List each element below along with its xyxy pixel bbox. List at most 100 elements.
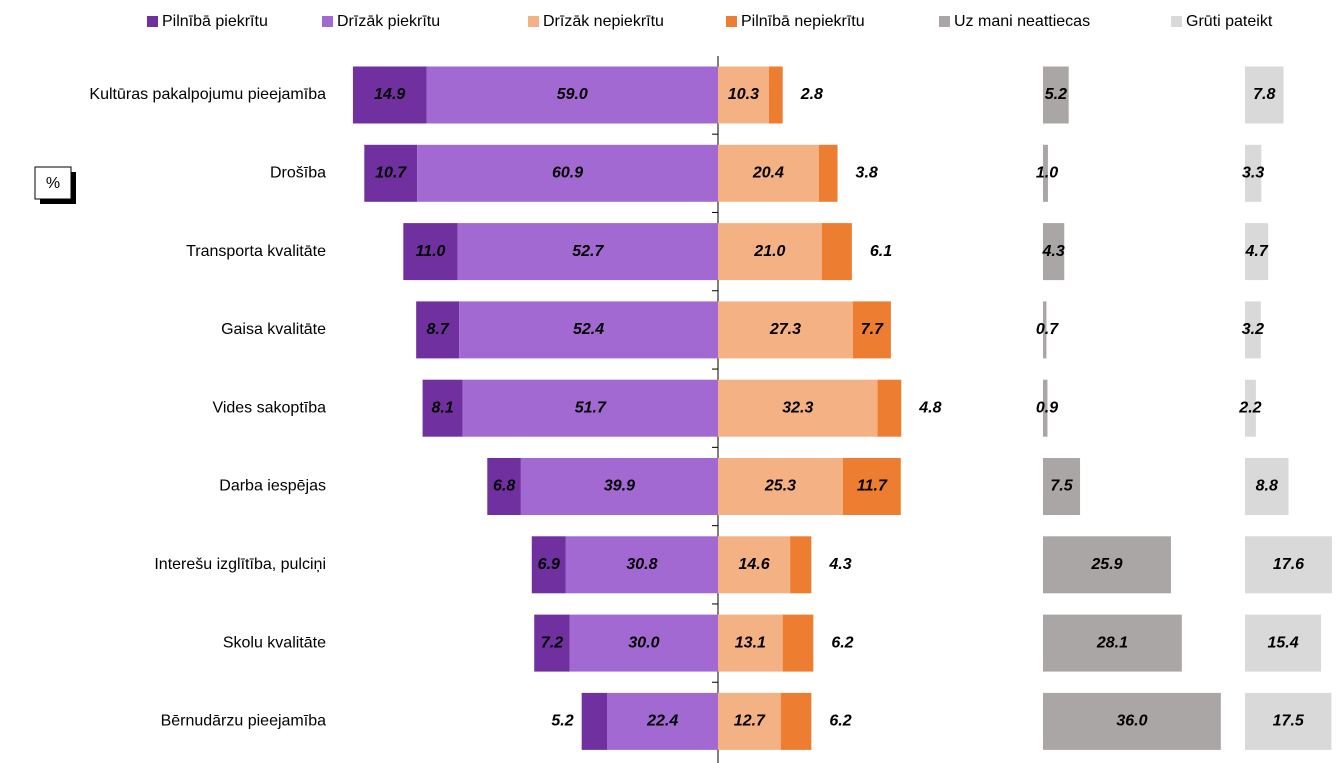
value-label: 8.7 <box>427 321 450 338</box>
value-label: 25.9 <box>1090 556 1122 573</box>
value-label: 51.7 <box>575 399 607 416</box>
bar <box>565 536 718 594</box>
category-label: Interešu izglītība, pulciņi <box>154 556 326 573</box>
bar <box>1245 66 1284 124</box>
value-label: 6.2 <box>829 713 851 730</box>
bar <box>768 66 783 124</box>
category-label: Vides sakoptība <box>212 399 326 416</box>
value-label: 14.9 <box>374 86 405 103</box>
bar <box>1043 536 1171 594</box>
bar <box>531 536 566 594</box>
bar <box>581 692 608 750</box>
bar <box>877 379 902 437</box>
value-label: 4.3 <box>1041 243 1064 260</box>
bar <box>718 614 783 672</box>
category-label: Darba iespējas <box>219 478 326 495</box>
value-label: 36.0 <box>1116 713 1147 730</box>
bar <box>364 144 418 202</box>
bar <box>352 66 427 124</box>
value-label: 10.7 <box>375 165 407 182</box>
legend-label: Pilnībā piekrītu <box>162 13 268 30</box>
value-label: 6.1 <box>870 243 892 260</box>
value-label: 20.4 <box>752 165 784 182</box>
legend-label: Grūti pateikt <box>1186 13 1273 30</box>
bar <box>1245 614 1322 672</box>
bar <box>520 458 718 515</box>
value-label: 17.5 <box>1273 713 1305 730</box>
value-label: 7.7 <box>861 321 884 338</box>
legend-swatch <box>147 16 158 27</box>
bar <box>1245 144 1262 202</box>
bar <box>718 379 878 437</box>
category-label: Gaisa kvalitāte <box>221 321 326 338</box>
bar <box>569 614 718 672</box>
value-label: 4.8 <box>918 399 941 416</box>
bar <box>403 223 458 281</box>
value-label: 4.3 <box>828 556 851 573</box>
bar <box>487 458 521 515</box>
value-label: 17.6 <box>1273 556 1304 573</box>
value-label: 14.6 <box>738 556 769 573</box>
value-label: 30.0 <box>628 634 659 651</box>
value-label: 52.4 <box>573 321 604 338</box>
value-label: 3.8 <box>856 165 878 182</box>
category-label: Transporta kvalitāte <box>186 243 326 260</box>
bar <box>1043 614 1182 672</box>
legend-swatch <box>1171 16 1182 27</box>
bar <box>1245 379 1256 437</box>
bar <box>607 692 718 750</box>
value-label: 2.8 <box>800 86 823 103</box>
legend-swatch <box>726 16 737 27</box>
value-label: 7.5 <box>1050 478 1073 495</box>
value-label: 59.0 <box>557 86 588 103</box>
legend-label: Drīzāk piekrītu <box>337 13 440 30</box>
bar <box>1043 223 1065 281</box>
bar <box>416 301 460 359</box>
value-label: 0.7 <box>1036 321 1059 338</box>
bar <box>1043 66 1069 124</box>
bar <box>842 458 901 515</box>
value-label: 11.0 <box>416 243 446 260</box>
bar <box>852 301 891 359</box>
value-label: 8.8 <box>1256 478 1278 495</box>
bar <box>457 223 718 281</box>
category-label: Skolu kvalitāte <box>223 634 326 651</box>
bar <box>1043 692 1221 750</box>
value-label: 2.2 <box>1238 399 1261 416</box>
bar <box>417 144 718 202</box>
value-label: 6.8 <box>493 478 515 495</box>
value-label: 27.3 <box>769 321 801 338</box>
unit-box <box>34 166 72 200</box>
bar <box>534 614 570 672</box>
legend-swatch <box>939 16 950 27</box>
bar <box>1043 458 1081 515</box>
value-label: 3.2 <box>1242 321 1264 338</box>
value-label: 13.1 <box>735 634 766 651</box>
value-label: 12.7 <box>734 713 766 730</box>
bar <box>718 301 853 359</box>
value-label: 1.0 <box>1036 165 1058 182</box>
category-label: Drošība <box>270 165 326 182</box>
value-label: 7.2 <box>541 634 563 651</box>
bar <box>718 692 781 750</box>
category-label: Kultūras pakalpojumu pieejamība <box>89 86 326 103</box>
value-label: 25.3 <box>764 478 796 495</box>
bar <box>718 144 819 202</box>
value-label: 7.8 <box>1253 86 1275 103</box>
bar <box>462 379 718 437</box>
bar <box>821 223 852 281</box>
bar <box>1245 223 1269 281</box>
value-label: 30.8 <box>626 556 657 573</box>
bar <box>1245 692 1332 750</box>
bar <box>426 66 718 124</box>
bar <box>718 536 791 594</box>
bar <box>1245 458 1289 515</box>
value-label: 5.2 <box>1045 86 1067 103</box>
value-label: 4.7 <box>1244 243 1268 260</box>
value-label: 22.4 <box>646 713 678 730</box>
legend-label: Pilnībā nepiekrītu <box>741 13 865 30</box>
bar <box>780 692 812 750</box>
bar <box>1043 379 1048 437</box>
value-label: 28.1 <box>1096 634 1128 651</box>
